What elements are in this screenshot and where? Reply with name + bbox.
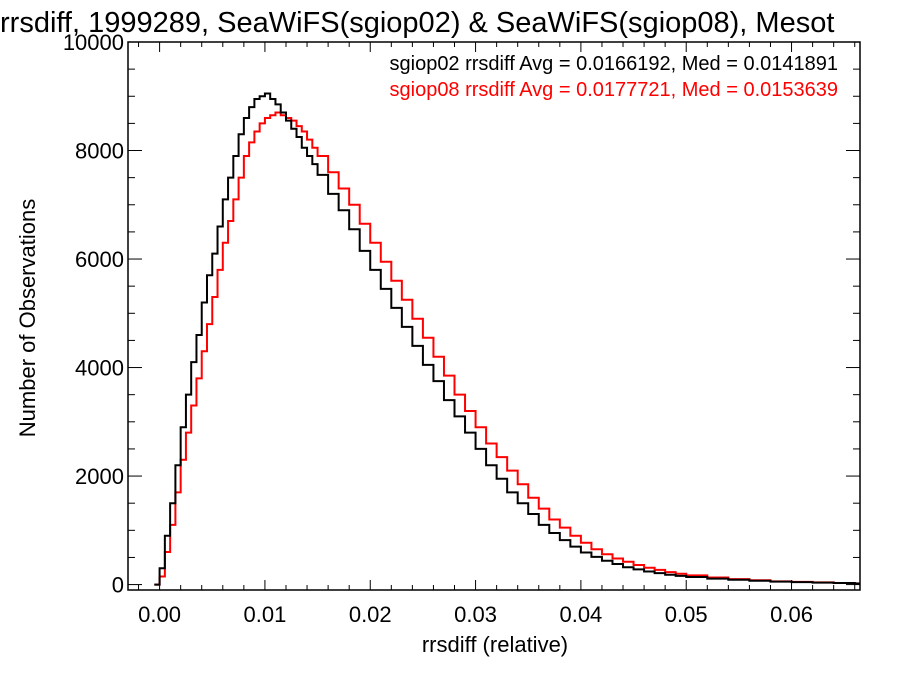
y-tick-label: 2000 bbox=[75, 464, 124, 489]
x-tick-label: 0.02 bbox=[349, 602, 392, 627]
annotation-sgiop02-stats: sgiop02 rrsdiff Avg = 0.0166192, Med = 0… bbox=[390, 53, 839, 75]
plot-area-border bbox=[127, 41, 861, 591]
y-tick-label: 10000 bbox=[63, 30, 124, 55]
series-sgiop02-line bbox=[154, 92, 860, 586]
x-tick-label: 0.00 bbox=[138, 602, 181, 627]
plot-frame bbox=[127, 41, 861, 591]
x-axis-label: rrsdiff (relative) bbox=[422, 632, 568, 657]
x-tick-label: 0.03 bbox=[454, 602, 497, 627]
y-axis-label: Number of Observations bbox=[15, 199, 40, 437]
chart-title: rrsdiff, 1999289, SeaWiFS(sgiop02) & Sea… bbox=[0, 7, 834, 39]
annotation-sgiop08-stats: sgiop08 rrsdiff Avg = 0.0177721, Med = 0… bbox=[390, 79, 839, 101]
x-tick-label: 0.04 bbox=[559, 602, 602, 627]
axis-ticks: 0.00 0.01 0.02 0.03 0.04 0.05 0.06 0 2000 4000 600… bbox=[63, 30, 860, 627]
x-tick-label: 0.01 bbox=[244, 602, 287, 627]
y-tick-label: 4000 bbox=[75, 356, 124, 381]
y-tick-label: 6000 bbox=[75, 247, 124, 272]
series-sgiop08-line bbox=[154, 111, 860, 586]
series-layer bbox=[154, 92, 860, 586]
y-tick-label: 0 bbox=[112, 573, 124, 598]
x-tick-label: 0.06 bbox=[770, 602, 813, 627]
x-tick-label: 0.05 bbox=[665, 602, 708, 627]
y-tick-label: 8000 bbox=[75, 139, 124, 164]
